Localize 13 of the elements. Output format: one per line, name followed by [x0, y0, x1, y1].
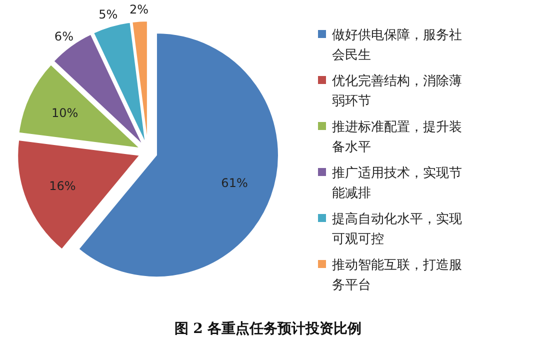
- data-label: 16%: [49, 178, 76, 193]
- text: 图 2 各重点任务预计投资比例: [174, 321, 362, 337]
- data-label: 10%: [51, 106, 78, 120]
- legend-label: 推进标准配置，提升装备水平: [332, 120, 462, 154]
- legend-label: 推动智能互联，打造服务平台: [332, 258, 462, 292]
- data-label: 61%: [221, 176, 248, 190]
- legend-label: 做好供电保障，服务社会民生: [332, 28, 462, 62]
- data-label: 5%: [98, 8, 118, 22]
- legend-label: 推广适用技术，实现节能减排: [332, 166, 462, 200]
- data-label: 6%: [54, 29, 74, 44]
- legend-label: 提高自动化水平，实现可观可控: [332, 210, 462, 246]
- data-label: 2%: [130, 2, 149, 16]
- legend-label: 优化完善结构，消除薄弱环节: [332, 72, 462, 108]
